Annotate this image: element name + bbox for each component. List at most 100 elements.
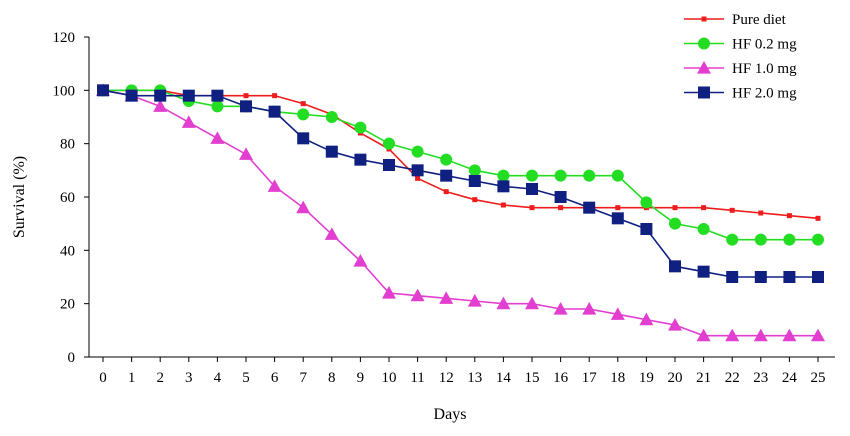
legend-label-pure-diet: Pure diet [732, 12, 787, 28]
y-tick-label: 80 [60, 137, 75, 153]
data-point-hf-1-0-mg [696, 328, 711, 342]
data-point-pure-diet [815, 215, 821, 221]
x-tick-label: 19 [639, 370, 654, 386]
data-point-hf-1-0-mg [610, 307, 625, 320]
data-point-hf-2-0-mg [812, 271, 824, 283]
data-point-hf-2-0-mg [240, 100, 252, 113]
data-point-pure-diet [415, 175, 421, 181]
data-point-hf-2-0-mg [583, 201, 596, 214]
data-point-hf-0-2-mg [297, 108, 310, 121]
data-point-hf-2-0-mg [211, 89, 224, 102]
data-point-pure-diet [701, 205, 707, 211]
data-point-pure-diet [272, 93, 278, 99]
data-point-hf-1-0-mg [753, 328, 768, 342]
x-tick-label: 23 [753, 370, 768, 386]
series-line-hf-2-0-mg [102, 89, 818, 278]
data-point-hf-0-2-mg [211, 100, 224, 113]
x-tick-label: 13 [467, 370, 482, 386]
data-point-hf-1-0-mg [553, 302, 568, 315]
data-point-hf-0-2-mg [669, 217, 681, 230]
data-point-pure-diet [786, 213, 792, 219]
data-point-hf-2-0-mg [754, 271, 767, 283]
data-point-hf-0-2-mg [526, 169, 538, 182]
data-point-pure-diet [472, 197, 478, 203]
y-tick-label: 100 [53, 83, 76, 99]
data-point-pure-diet [300, 101, 306, 107]
x-tick-label: 20 [668, 370, 683, 386]
data-point-hf-0-2-mg [468, 164, 481, 177]
x-axis-label: Days [434, 406, 467, 423]
data-point-hf-1-0-mg [639, 312, 654, 326]
data-point-pure-diet [558, 205, 564, 211]
legend-label-hf-1-0-mg: HF 1.0 mg [732, 61, 797, 77]
data-point-hf-0-2-mg [440, 153, 453, 166]
x-tick-label: 6 [271, 370, 279, 386]
data-point-hf-0-2-mg [583, 169, 596, 182]
y-tick-label: 20 [60, 297, 75, 313]
data-point-hf-1-0-mg [267, 179, 282, 192]
x-tick-label: 12 [439, 370, 454, 386]
y-tick-label: 40 [60, 243, 75, 259]
data-point-hf-1-0-mg [210, 131, 225, 144]
x-tick-label: 8 [328, 370, 336, 386]
data-point-hf-2-0-mg [497, 180, 510, 193]
data-point-hf-0-2-mg [726, 233, 739, 246]
data-point-hf-2-0-mg [554, 191, 567, 203]
data-point-hf-1-0-mg [496, 296, 511, 310]
data-point-hf-1-0-mg [782, 328, 797, 342]
x-tick-label: 10 [382, 370, 397, 386]
data-point-hf-0-2-mg [783, 233, 796, 246]
data-point-hf-1-0-mg [353, 254, 368, 267]
data-point-hf-0-2-mg [754, 233, 767, 246]
data-point-hf-2-0-mg [383, 159, 395, 171]
data-point-hf-2-0-mg [640, 223, 653, 235]
data-point-hf-2-0-mg [297, 132, 310, 145]
data-point-hf-1-0-mg [239, 147, 253, 160]
data-point-pure-diet [729, 207, 735, 213]
x-tick-label: 25 [811, 370, 826, 386]
data-point-hf-1-0-mg [181, 115, 196, 128]
legend-marker-hf-0-2-mg [698, 37, 710, 50]
x-tick-label: 14 [496, 370, 512, 386]
x-tick-label: 2 [156, 370, 164, 386]
series-line-hf-1-0-mg [102, 89, 818, 337]
x-tick-label: 22 [725, 370, 740, 386]
x-tick-label: 15 [525, 370, 540, 386]
data-point-hf-1-0-mg [296, 200, 311, 214]
data-point-hf-2-0-mg [125, 89, 138, 102]
x-tick-label: 0 [99, 370, 107, 386]
data-point-hf-1-0-mg [439, 291, 454, 304]
data-point-hf-2-0-mg [526, 183, 538, 195]
y-ticks: 0 20 40 60 80 100 120 [53, 30, 89, 366]
legend-marker-pure-diet [701, 16, 707, 22]
series-pure-diet [100, 87, 821, 221]
data-point-hf-2-0-mg [97, 84, 109, 97]
legend: Pure diet HF 0.2 mg HF 1.0 mg HF 2.0 mg [684, 12, 797, 102]
data-point-hf-1-0-mg [725, 328, 740, 342]
data-point-hf-2-0-mg [697, 265, 710, 278]
data-point-hf-1-0-mg [582, 302, 597, 315]
data-point-hf-2-0-mg [268, 105, 281, 118]
series-hf-1-0-mg [96, 83, 825, 342]
legend-label-hf-2-0-mg: HF 2.0 mg [732, 86, 797, 102]
data-point-hf-0-2-mg [411, 145, 424, 158]
data-point-hf-2-0-mg [154, 89, 167, 102]
x-tick-label: 1 [128, 370, 136, 386]
data-point-hf-2-0-mg [726, 271, 739, 283]
data-point-hf-0-2-mg [611, 169, 624, 182]
data-point-hf-1-0-mg [382, 286, 396, 299]
data-point-hf-1-0-mg [525, 296, 539, 310]
data-point-pure-diet [443, 189, 449, 195]
data-point-hf-2-0-mg [411, 164, 424, 177]
data-point-pure-diet [243, 93, 249, 99]
series-hf-0-2-mg [97, 84, 824, 246]
data-point-hf-1-0-mg [811, 328, 825, 342]
data-point-hf-0-2-mg [383, 137, 395, 150]
legend-label-hf-0-2-mg: HF 0.2 mg [732, 37, 797, 53]
x-tick-label: 9 [357, 370, 365, 386]
data-point-pure-diet [758, 210, 764, 216]
y-axis-label: Survival (%) [11, 156, 28, 238]
data-point-hf-2-0-mg [669, 260, 681, 273]
x-tick-label: 4 [214, 370, 222, 386]
x-ticks: 0 1 2 3 4 5 6 7 8 9 10 11 12 13 14 15 16 17 18 19 20 21 22 23 24… [99, 357, 826, 386]
